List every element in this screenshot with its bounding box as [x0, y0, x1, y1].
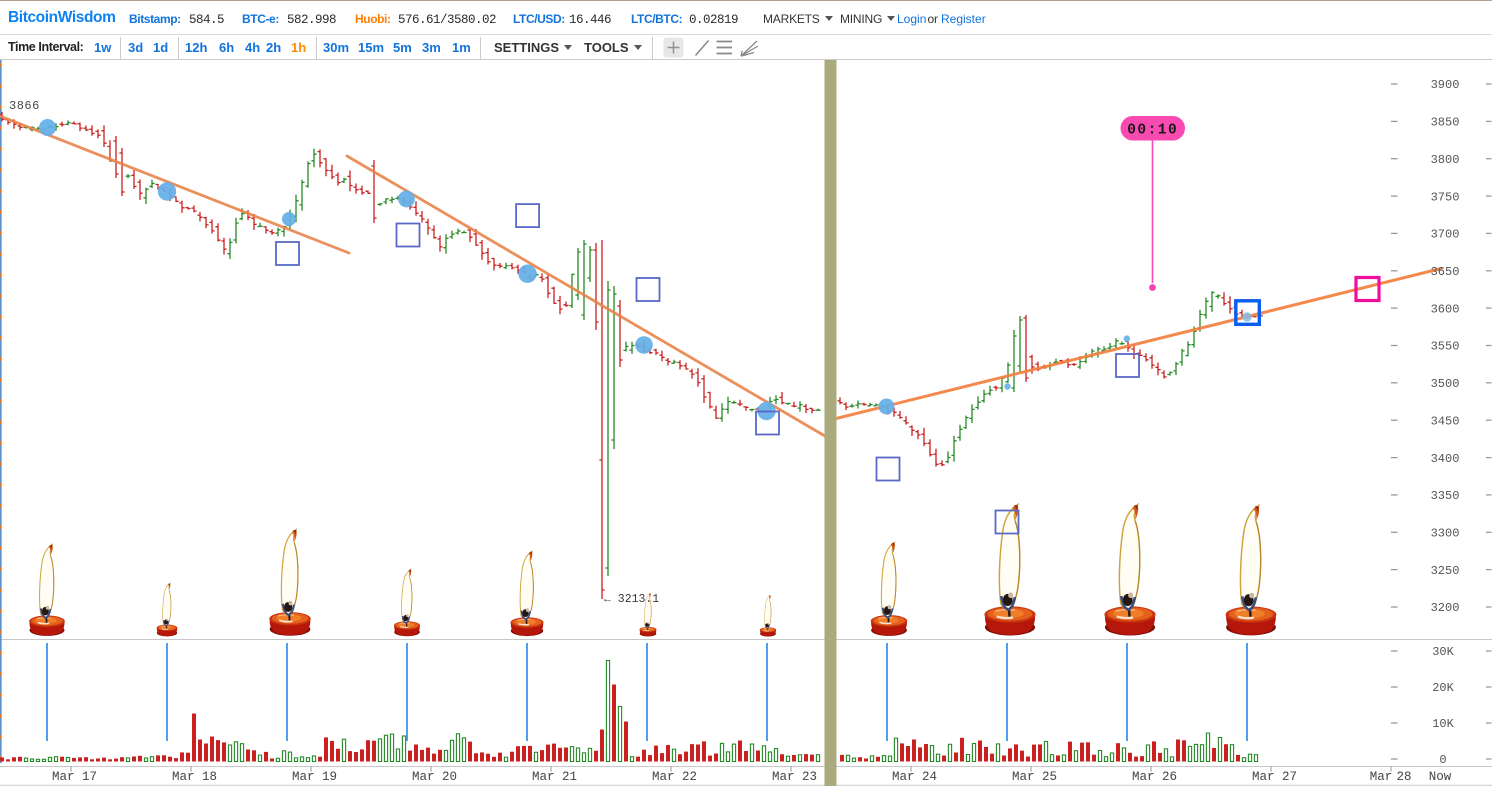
svg-text:Mar 26: Mar 26: [1132, 770, 1177, 784]
svg-text:Mar 27: Mar 27: [1252, 770, 1297, 784]
svg-text:3600: 3600: [1431, 302, 1460, 316]
svg-text:← 3213.1: ← 3213.1: [604, 593, 659, 606]
svg-text:3250: 3250: [1431, 564, 1460, 578]
svg-text:3650: 3650: [1431, 265, 1460, 279]
svg-text:28: 28: [1396, 770, 1411, 784]
svg-text:3850: 3850: [1431, 116, 1460, 130]
svg-text:3700: 3700: [1431, 228, 1460, 242]
svg-text:Mar 24: Mar 24: [892, 770, 937, 784]
svg-text:Mar 18: Mar 18: [172, 770, 217, 784]
svg-text:3300: 3300: [1431, 527, 1460, 541]
svg-text:3900: 3900: [1431, 78, 1460, 92]
svg-text:20K: 20K: [1432, 681, 1454, 695]
svg-text:Now: Now: [1429, 770, 1452, 784]
svg-text:30K: 30K: [1432, 645, 1454, 659]
svg-text:3800: 3800: [1431, 153, 1460, 167]
svg-text:3750: 3750: [1431, 190, 1460, 204]
svg-text:Mar 25: Mar 25: [1012, 770, 1057, 784]
svg-text:3350: 3350: [1431, 489, 1460, 503]
svg-text:Mar 17: Mar 17: [52, 770, 97, 784]
svg-text:3200: 3200: [1431, 601, 1460, 615]
svg-text:00:10: 00:10: [1127, 123, 1178, 139]
svg-text:Mar 22: Mar 22: [652, 770, 697, 784]
svg-text:0: 0: [1439, 753, 1446, 767]
svg-text:3400: 3400: [1431, 452, 1460, 466]
svg-text:Mar 20: Mar 20: [412, 770, 457, 784]
svg-text:Mar 19: Mar 19: [292, 770, 337, 784]
svg-text:10K: 10K: [1432, 717, 1454, 731]
svg-text:3550: 3550: [1431, 340, 1460, 354]
svg-text:Mar 21: Mar 21: [532, 770, 577, 784]
svg-text:Mar 23: Mar 23: [772, 770, 817, 784]
svg-text:Mar: Mar: [1370, 770, 1393, 784]
svg-text:3500: 3500: [1431, 377, 1460, 391]
svg-text:3866: 3866: [9, 99, 40, 113]
svg-text:3450: 3450: [1431, 414, 1460, 428]
